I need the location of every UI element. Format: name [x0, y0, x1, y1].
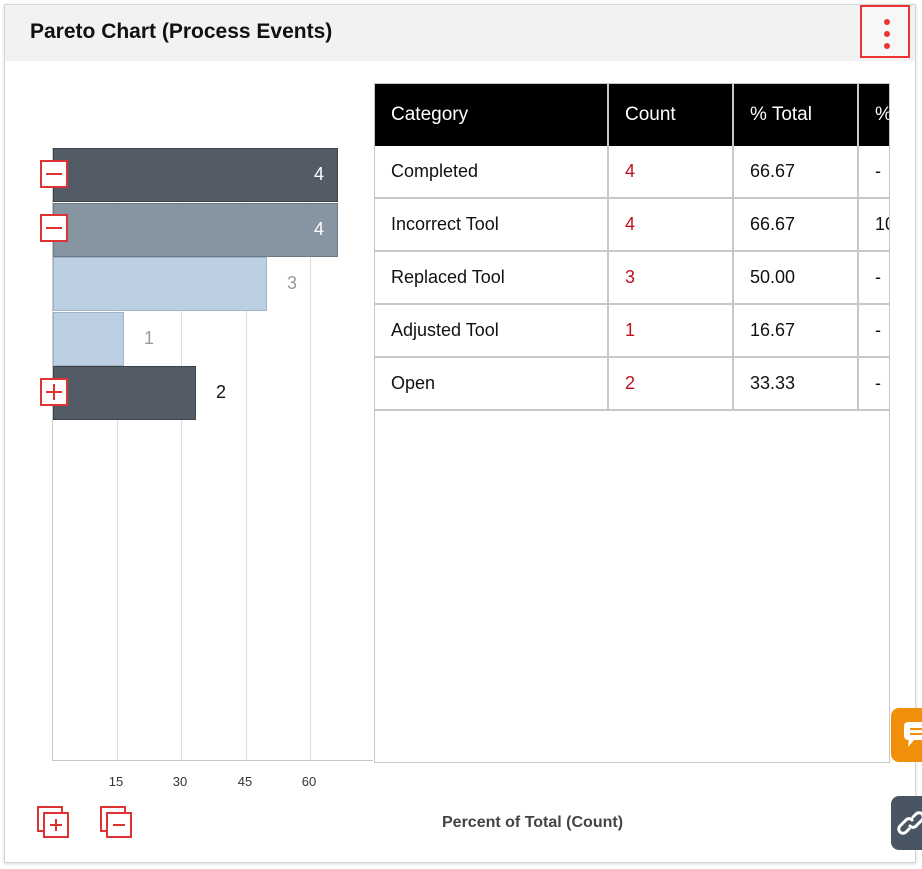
- table-row[interactable]: Replaced Tool 3 50.00 -: [375, 251, 889, 305]
- kebab-dot: [884, 43, 890, 49]
- data-table: Category Count % Total % Completed 4 66.…: [375, 84, 889, 411]
- kebab-menu-icon: [884, 19, 890, 25]
- cell-pct-total: 66.67: [733, 198, 859, 252]
- table-row[interactable]: Open 2 33.33 -: [375, 357, 889, 411]
- cell-pct: -: [858, 251, 889, 305]
- cell-pct: -: [858, 357, 889, 411]
- cell-category: Replaced Tool: [375, 251, 609, 305]
- cell-count[interactable]: 3: [608, 251, 734, 305]
- x-axis-title: Percent of Total (Count): [442, 814, 624, 831]
- cell-pct: -: [858, 146, 889, 199]
- bar-data-label: 2: [216, 382, 227, 402]
- table-row[interactable]: Adjusted Tool 1 16.67 -: [375, 304, 889, 358]
- bar-replaced-tool[interactable]: [53, 257, 267, 311]
- minus-icon: [46, 227, 62, 229]
- bar-open[interactable]: [53, 366, 196, 420]
- kebab-dot: [884, 31, 890, 37]
- cell-pct-total: 50.00: [733, 251, 859, 305]
- bar-data-label: 1: [144, 328, 155, 348]
- cell-category: Completed: [375, 146, 609, 199]
- table-row[interactable]: Incorrect Tool 4 66.67 10: [375, 198, 889, 252]
- cell-pct: 10: [858, 198, 889, 252]
- data-table-container[interactable]: Category Count % Total % Completed 4 66.…: [374, 83, 890, 763]
- expand-row-open-button[interactable]: [40, 378, 68, 406]
- x-tick-label: 15: [108, 774, 124, 789]
- chat-icon: [904, 722, 922, 747]
- column-header-category[interactable]: Category: [375, 84, 609, 146]
- bar-data-label: 4: [314, 164, 325, 184]
- cell-count[interactable]: 2: [608, 357, 734, 411]
- gridline: [181, 148, 182, 760]
- collapse-all-button[interactable]: [100, 806, 132, 838]
- x-tick-label: 30: [172, 774, 188, 789]
- link-button[interactable]: [891, 796, 922, 850]
- cell-count[interactable]: 4: [608, 198, 734, 252]
- cell-count[interactable]: 4: [608, 146, 734, 199]
- table-row[interactable]: Completed 4 66.67 -: [375, 146, 889, 199]
- column-header-pct-total[interactable]: % Total: [733, 84, 859, 146]
- panel-title: Pareto Chart (Process Events): [30, 20, 333, 43]
- column-header-pct[interactable]: %: [858, 84, 889, 146]
- chat-button[interactable]: [891, 708, 922, 762]
- cell-pct: -: [858, 304, 889, 358]
- expand-all-icon: [43, 812, 69, 838]
- kebab-menu-button[interactable]: [860, 5, 910, 58]
- cell-pct-total: 16.67: [733, 304, 859, 358]
- cell-category: Open: [375, 357, 609, 411]
- gridline: [246, 148, 247, 760]
- minus-icon: [46, 173, 62, 175]
- link-icon: [897, 811, 922, 835]
- gridline: [117, 148, 118, 760]
- x-tick-label: 45: [237, 774, 253, 789]
- cell-category: Incorrect Tool: [375, 198, 609, 252]
- gridline: [310, 148, 311, 760]
- bar-incorrect-tool[interactable]: [53, 203, 338, 257]
- collapse-row-incorrect-tool-button[interactable]: [40, 214, 68, 242]
- bar-adjusted-tool[interactable]: [53, 312, 124, 366]
- cell-pct-total: 66.67: [733, 146, 859, 199]
- panel-header: Pareto Chart (Process Events): [5, 5, 915, 61]
- plus-icon-vertical: [53, 384, 55, 400]
- pareto-chart-plot: 4 4 3 1 2: [52, 148, 373, 761]
- cell-pct-total: 33.33: [733, 357, 859, 411]
- cell-category: Adjusted Tool: [375, 304, 609, 358]
- column-header-count[interactable]: Count: [608, 84, 734, 146]
- bar-data-label: 3: [287, 273, 298, 293]
- expand-all-button[interactable]: [37, 806, 69, 838]
- x-tick-label: 60: [301, 774, 317, 789]
- collapse-all-icon: [106, 812, 132, 838]
- bar-data-label: 4: [314, 219, 325, 239]
- table-header-row: Category Count % Total %: [375, 84, 889, 146]
- cell-count[interactable]: 1: [608, 304, 734, 358]
- collapse-row-completed-button[interactable]: [40, 160, 68, 188]
- bar-completed[interactable]: [53, 148, 338, 202]
